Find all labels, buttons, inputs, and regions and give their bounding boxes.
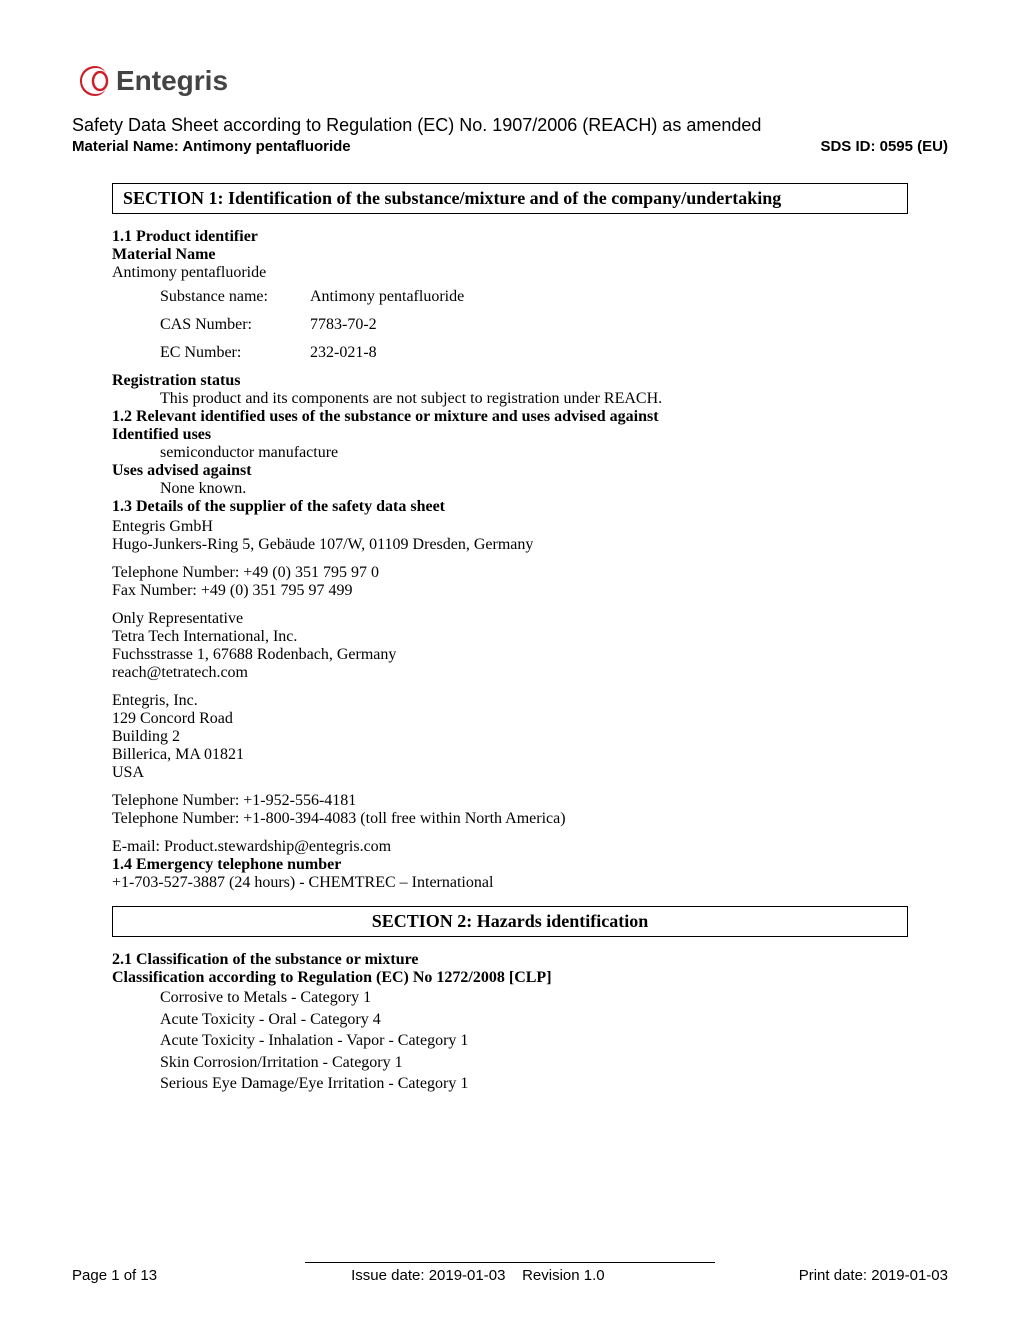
substance-name-value: Antimony pentafluoride [310,288,464,306]
us-phone-block: Telephone Number: +1-952-556-4181 Teleph… [112,792,908,828]
ec-number-value: 232-021-8 [310,344,377,362]
classification-item: Skin Corrosion/Irritation - Category 1 [160,1052,908,1074]
supplier-phone-block: Telephone Number: +49 (0) 351 795 97 0 F… [112,564,908,600]
document-title: Safety Data Sheet according to Regulatio… [72,115,948,136]
supplier-fax: Fax Number: +49 (0) 351 795 97 499 [112,582,908,600]
addr-line: Billerica, MA 01821 [112,746,908,764]
cas-number-row: CAS Number: 7783-70-2 [160,316,908,334]
ec-number-row: EC Number: 232-021-8 [160,344,908,362]
cas-number-value: 7783-70-2 [310,316,377,334]
entegris-inc-block: Entegris, Inc. 129 Concord Road Building… [112,692,908,782]
footer-rule [305,1262,715,1263]
s1-4-label: 1.4 Emergency telephone number [112,856,908,874]
entegris-logo-icon: Entegris [72,60,272,102]
uses-advised-against-value: None known. [160,480,908,498]
page-footer: Page 1 of 13 Issue date: 2019-01-03 Revi… [72,1262,948,1284]
cas-number-label: CAS Number: [160,316,310,334]
classification-item: Corrosive to Metals - Category 1 [160,987,908,1009]
supplier-line: Hugo-Junkers-Ring 5, Gebäude 107/W, 0110… [112,536,908,554]
s1-2-label: 1.2 Relevant identified uses of the subs… [112,408,908,426]
identified-uses-label: Identified uses [112,426,908,444]
supplier-phone: Telephone Number: +49 (0) 351 795 97 0 [112,564,908,582]
identified-uses-value: semiconductor manufacture [160,444,908,462]
header-row: Material Name: Antimony pentafluoride SD… [72,138,948,155]
sds-id: SDS ID: 0595 (EU) [820,138,948,155]
addr-line: USA [112,764,908,782]
rep-line: reach@tetratech.com [112,664,908,682]
addr-line: 129 Concord Road [112,710,908,728]
emergency-phone: +1-703-527-3887 (24 hours) - CHEMTREC – … [112,874,908,892]
clp-label: Classification according to Regulation (… [112,969,908,987]
rep-line: Tetra Tech International, Inc. [112,628,908,646]
section-1-title: SECTION 1: Identification of the substan… [112,183,908,214]
page: Entegris Safety Data Sheet according to … [0,0,1020,1320]
content: SECTION 1: Identification of the substan… [112,183,908,1095]
classification-item: Serious Eye Damage/Eye Irritation - Cate… [160,1073,908,1095]
registration-status-label: Registration status [112,372,908,390]
material-name-value: Antimony pentafluoride [112,264,908,282]
rep-line: Fuchsstrasse 1, 67688 Rodenbach, Germany [112,646,908,664]
section-2-title: SECTION 2: Hazards identification [112,906,908,937]
company-logo: Entegris [72,60,948,107]
registration-status-text: This product and its components are not … [160,390,908,408]
footer-center: Issue date: 2019-01-03 Revision 1.0 [157,1267,799,1284]
supplier-block: Entegris GmbH Hugo-Junkers-Ring 5, Gebäu… [112,518,908,554]
substance-name-row: Substance name: Antimony pentafluoride [160,288,908,306]
addr-line: Building 2 [112,728,908,746]
substance-name-label: Substance name: [160,288,310,306]
footer-print: Print date: 2019-01-03 [799,1267,948,1284]
footer-issue: Issue date: 2019-01-03 [351,1267,505,1284]
email-line: E-mail: Product.stewardship@entegris.com [112,838,908,856]
addr-line: Entegris, Inc. [112,692,908,710]
material-name-header: Material Name: Antimony pentafluoride [72,138,351,155]
us-phone-line: Telephone Number: +1-800-394-4083 (toll … [112,810,908,828]
supplier-line: Entegris GmbH [112,518,908,536]
representative-block: Only Representative Tetra Tech Internati… [112,610,908,682]
footer-revision: Revision 1.0 [522,1267,605,1284]
s1-1-label: 1.1 Product identifier [112,228,908,246]
rep-line: Only Representative [112,610,908,628]
s1-3-label: 1.3 Details of the supplier of the safet… [112,498,908,516]
footer-page: Page 1 of 13 [72,1267,157,1284]
s2-1-label: 2.1 Classification of the substance or m… [112,951,908,969]
classification-item: Acute Toxicity - Oral - Category 4 [160,1009,908,1031]
material-name-label: Material Name [112,246,908,264]
identifier-table: Substance name: Antimony pentafluoride C… [160,288,908,362]
classification-item: Acute Toxicity - Inhalation - Vapor - Ca… [160,1030,908,1052]
ec-number-label: EC Number: [160,344,310,362]
us-phone-line: Telephone Number: +1-952-556-4181 [112,792,908,810]
logo-text: Entegris [116,65,228,96]
uses-advised-against-label: Uses advised against [112,462,908,480]
classification-list: Corrosive to Metals - Category 1 Acute T… [160,987,908,1095]
